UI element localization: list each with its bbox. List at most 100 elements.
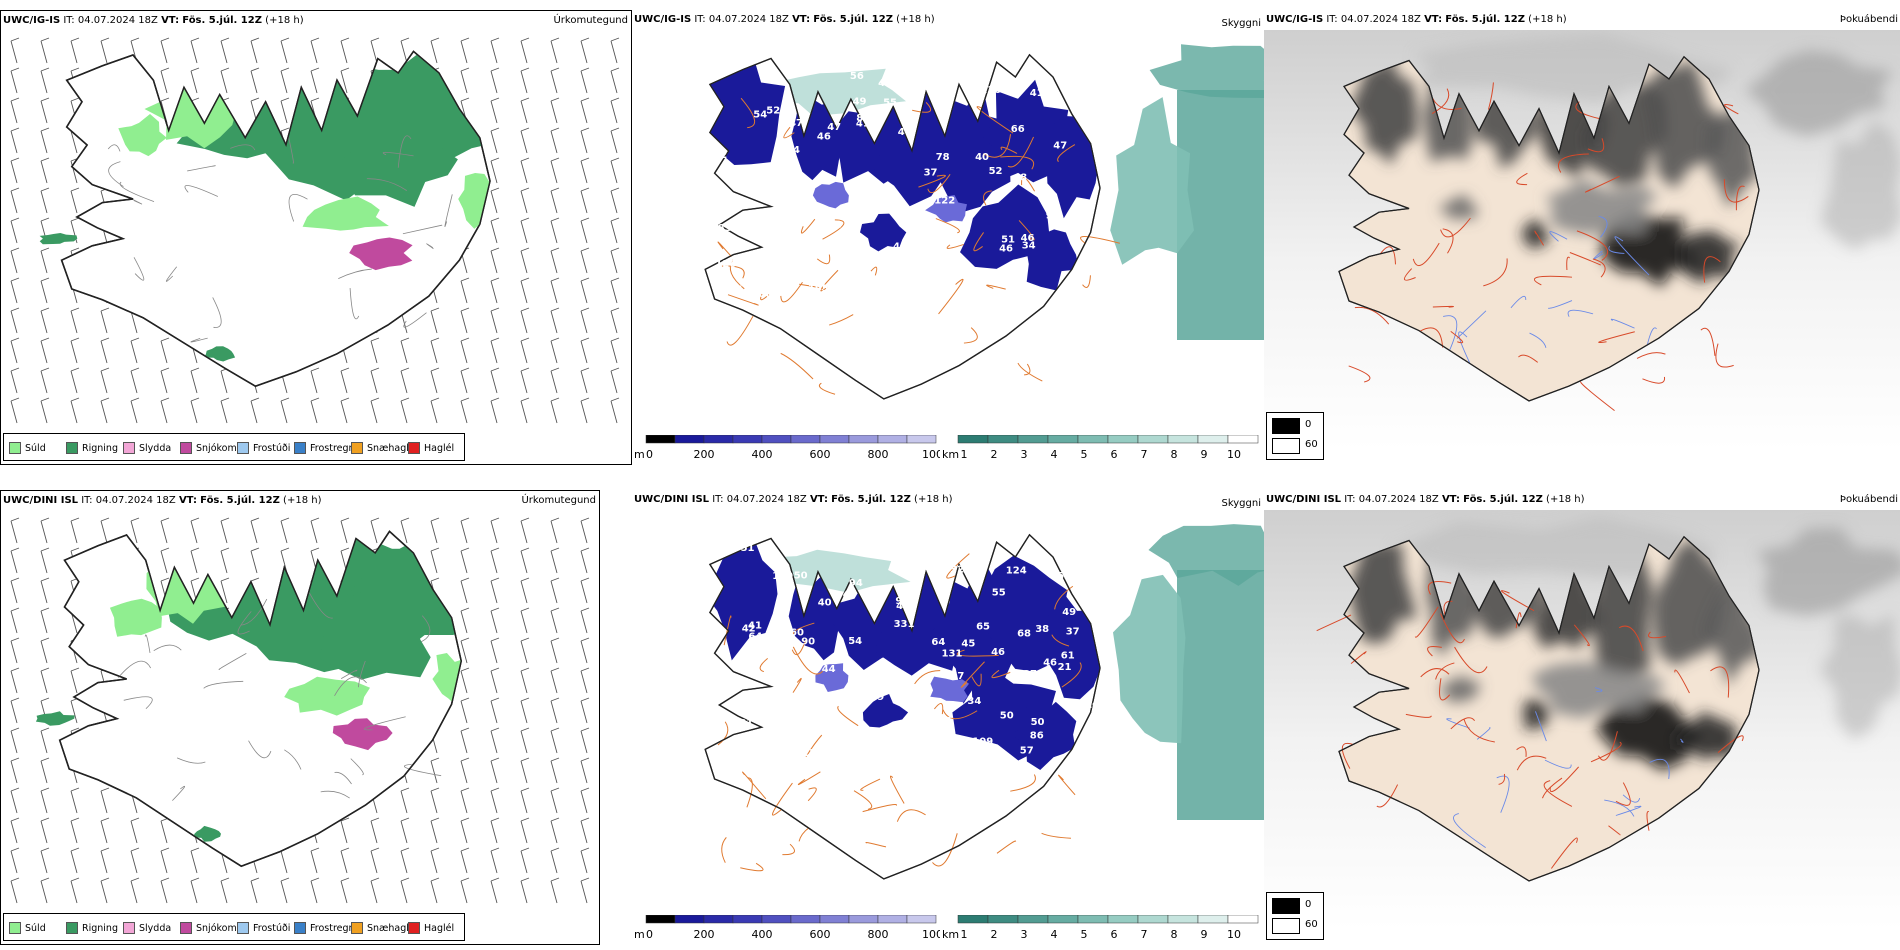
wind-barb-icon xyxy=(580,157,590,184)
wind-barb-icon xyxy=(40,547,50,574)
wind-barb-icon xyxy=(580,67,590,94)
colorbar-segment xyxy=(906,435,937,444)
wind-barb-icon xyxy=(10,37,20,64)
visibility-value-label: 57 xyxy=(1020,745,1034,756)
visibility-value-label: 54 xyxy=(848,636,862,647)
visibility-value-label: 94 xyxy=(849,578,863,589)
wind-barb-icon xyxy=(70,337,80,364)
wind-barb-icon xyxy=(490,97,500,124)
visibility-value-label: 52 xyxy=(766,106,780,117)
wind-barb-icon xyxy=(40,367,50,394)
legend-item: Rigning xyxy=(66,442,118,454)
wind-barb-icon xyxy=(310,37,320,64)
legend-swatch xyxy=(9,922,21,934)
wind-barb-icon xyxy=(160,397,170,424)
visibility-value-label: 47 xyxy=(814,275,828,286)
legend-label: Slydda xyxy=(139,922,172,934)
wind-barb-icon xyxy=(40,307,50,334)
visibility-value-label: 49 xyxy=(776,172,790,183)
legend-label: Slydda xyxy=(139,442,172,454)
wind-barb-icon xyxy=(580,547,590,574)
legend-swatch xyxy=(1272,918,1300,934)
wind-barb-icon xyxy=(10,607,20,634)
visibility-value-label: 37 xyxy=(924,168,938,179)
wind-barb-icon xyxy=(490,217,500,244)
wind-barb-icon xyxy=(490,667,500,694)
legend-item: Slydda xyxy=(123,922,171,934)
wind-barb-icon xyxy=(250,37,260,64)
visibility-value-label: 45 xyxy=(896,601,910,612)
fog-legend: 0 60 xyxy=(1266,412,1324,460)
legend-label: Frostregn xyxy=(310,442,355,454)
colorbar-segment xyxy=(703,435,734,444)
wind-barb-icon xyxy=(430,397,440,424)
legend-swatch xyxy=(351,442,363,454)
wind-barb-icon xyxy=(400,517,410,544)
precip-legend: Súld Rigning Slydda Snjókoma Frostúði Frostre… xyxy=(3,433,465,461)
wind-barb-icon xyxy=(160,37,170,64)
wind-barb-icon xyxy=(340,37,350,64)
wind-barb-icon xyxy=(490,307,500,334)
wind-barb-icon xyxy=(520,727,530,754)
wind-barb-icon xyxy=(160,367,170,394)
wind-barb-icon xyxy=(520,217,530,244)
visibility-value-label: 65 xyxy=(976,622,990,633)
visibility-value-label: 41 xyxy=(856,119,870,130)
visibility-value-label: 61 xyxy=(1061,651,1075,662)
wind-barb-icon xyxy=(580,277,590,304)
visibility-value-label: 49 xyxy=(853,97,867,108)
legend-swatch xyxy=(66,922,78,934)
wind-barb-icon xyxy=(520,637,530,664)
wind-barb-icon xyxy=(400,847,410,874)
visibility-value-label: 80 xyxy=(856,113,870,124)
wind-barb-icon xyxy=(280,97,290,124)
wind-barb-icon xyxy=(580,667,590,694)
visibility-value-label: 45 xyxy=(921,551,935,562)
legend-swatch xyxy=(408,922,420,934)
visibility-value-label: 52 xyxy=(828,220,842,231)
wind-barb-icon xyxy=(520,547,530,574)
wind-barb-icon xyxy=(610,37,620,64)
visibility-map: 6545354944464945403842644150424750434950… xyxy=(704,524,1264,880)
visibility-value-label: 9 xyxy=(877,692,884,703)
wind-barb-icon xyxy=(520,817,530,844)
visibility-value-label: 92 xyxy=(1092,116,1106,127)
wind-barb-icon xyxy=(580,247,590,274)
panel-field-name: Skyggni xyxy=(1221,18,1261,29)
wind-barb-icon xyxy=(490,547,500,574)
colorbar-segment xyxy=(1197,435,1229,444)
wind-barb-icon xyxy=(70,307,80,334)
wind-barb-icon xyxy=(250,877,260,904)
legend-label: Snæhagl xyxy=(367,442,409,454)
visibility-value-label: 78 xyxy=(936,152,950,163)
colorbar-segment xyxy=(1137,435,1169,444)
wind-barb-icon xyxy=(10,397,20,424)
legend-item: Frostúði xyxy=(237,442,290,454)
colorbar-tick: 4 xyxy=(1051,928,1058,941)
precip-legend: Súld Rigning Slydda Snjókoma Frostúði Frostre… xyxy=(3,913,465,941)
wind-barb-icon xyxy=(280,517,290,544)
wind-barb-icon xyxy=(460,667,470,694)
wind-barb-icon xyxy=(340,67,350,94)
colorbar-segment xyxy=(645,435,676,444)
wind-barb-icon xyxy=(460,877,470,904)
visibility-value-label: 91 xyxy=(871,183,885,194)
wind-barb-icon xyxy=(340,877,350,904)
wind-barb-icon xyxy=(580,877,590,904)
wind-barb-icon xyxy=(130,367,140,394)
wind-barb-icon xyxy=(520,67,530,94)
panel-title: UWC/IG-IS IT: 04.07.2024 18Z VT: Fös. 5.… xyxy=(3,15,304,26)
colorbar-tick: 5 xyxy=(1081,928,1088,941)
wind-barb-icon xyxy=(430,877,440,904)
visibility-value-label: 64 xyxy=(931,637,945,648)
wind-barb-icon xyxy=(40,607,50,634)
colorbar-segment xyxy=(1047,915,1079,924)
visibility-value-label: 52 xyxy=(1059,71,1073,82)
wind-barb-icon xyxy=(520,757,530,784)
wind-barb-icon xyxy=(10,817,20,844)
wind-barb-icon xyxy=(580,397,590,424)
wind-barb-icon xyxy=(400,877,410,904)
wind-barb-icon xyxy=(460,847,470,874)
wind-barb-icon xyxy=(400,817,410,844)
wind-barb-icon xyxy=(550,397,560,424)
